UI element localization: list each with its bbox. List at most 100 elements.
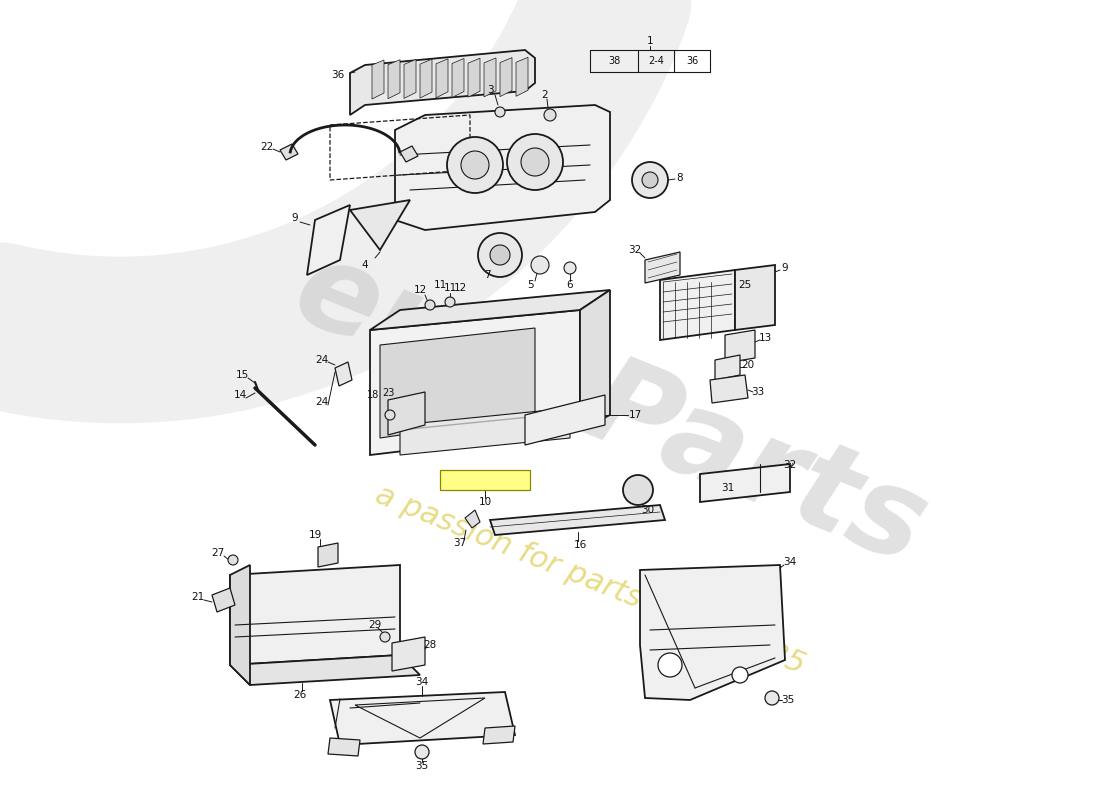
Polygon shape — [392, 637, 425, 671]
Text: 20: 20 — [741, 360, 755, 370]
Text: 27: 27 — [211, 548, 224, 558]
Text: 21: 21 — [191, 592, 205, 602]
Text: 28: 28 — [424, 640, 437, 650]
Text: 14: 14 — [233, 390, 246, 400]
Text: 37: 37 — [505, 475, 517, 485]
Polygon shape — [645, 252, 680, 283]
Circle shape — [490, 245, 510, 265]
Text: 12: 12 — [414, 285, 427, 295]
Polygon shape — [307, 205, 350, 275]
Text: 26: 26 — [294, 690, 307, 700]
Polygon shape — [452, 58, 464, 98]
Polygon shape — [372, 60, 384, 99]
Circle shape — [507, 134, 563, 190]
Text: 2: 2 — [541, 90, 548, 100]
Polygon shape — [379, 328, 535, 438]
Text: 34: 34 — [783, 557, 796, 567]
Text: 8: 8 — [676, 173, 683, 183]
Polygon shape — [525, 395, 605, 445]
Text: 16: 16 — [573, 540, 586, 550]
Circle shape — [564, 262, 576, 274]
Text: 4: 4 — [362, 260, 369, 270]
Polygon shape — [710, 375, 748, 403]
Circle shape — [495, 107, 505, 117]
Polygon shape — [640, 565, 785, 700]
Text: 1: 1 — [647, 36, 653, 46]
Polygon shape — [388, 392, 425, 435]
Text: 9: 9 — [292, 213, 298, 223]
Polygon shape — [660, 270, 735, 340]
Circle shape — [379, 632, 390, 642]
Polygon shape — [212, 588, 235, 612]
Text: 11: 11 — [443, 283, 456, 293]
Text: 32: 32 — [783, 460, 796, 470]
Polygon shape — [230, 565, 250, 685]
Text: 10: 10 — [478, 497, 492, 507]
Text: 34: 34 — [416, 677, 429, 687]
Polygon shape — [700, 464, 790, 502]
Text: 13: 13 — [758, 333, 771, 343]
Polygon shape — [370, 290, 610, 330]
Polygon shape — [735, 265, 776, 330]
Text: 23: 23 — [382, 388, 394, 398]
Text: 29: 29 — [368, 620, 382, 630]
Text: a passion for parts since 1985: a passion for parts since 1985 — [371, 480, 810, 680]
Text: 38: 38 — [608, 56, 620, 66]
Polygon shape — [400, 146, 418, 162]
Text: 2-4: 2-4 — [648, 56, 664, 66]
Text: 22: 22 — [261, 142, 274, 152]
Polygon shape — [436, 58, 448, 98]
Text: 15: 15 — [235, 370, 249, 380]
Text: 5: 5 — [527, 280, 534, 290]
Polygon shape — [465, 510, 480, 528]
Polygon shape — [404, 59, 416, 98]
Circle shape — [385, 410, 395, 420]
Polygon shape — [725, 330, 755, 363]
Text: 18: 18 — [367, 390, 380, 400]
Polygon shape — [483, 726, 515, 744]
Circle shape — [544, 109, 556, 121]
Text: 25: 25 — [738, 280, 751, 290]
Text: 37: 37 — [453, 538, 466, 548]
Polygon shape — [500, 58, 512, 97]
Text: 7: 7 — [484, 270, 491, 280]
Text: 19: 19 — [308, 530, 321, 540]
Polygon shape — [230, 655, 420, 685]
Polygon shape — [336, 362, 352, 386]
Text: 12: 12 — [453, 283, 466, 293]
Text: 33: 33 — [751, 387, 764, 397]
Text: 31: 31 — [722, 483, 735, 493]
Polygon shape — [490, 505, 666, 535]
Polygon shape — [400, 408, 570, 455]
Text: 17: 17 — [628, 410, 641, 420]
Circle shape — [521, 148, 549, 176]
Polygon shape — [350, 50, 535, 115]
Circle shape — [228, 555, 238, 565]
Polygon shape — [420, 59, 432, 98]
Polygon shape — [395, 105, 610, 230]
Circle shape — [732, 667, 748, 683]
Text: 24: 24 — [316, 355, 329, 365]
Polygon shape — [230, 565, 400, 665]
Text: 30: 30 — [641, 505, 654, 515]
Polygon shape — [328, 738, 360, 756]
Circle shape — [623, 475, 653, 505]
Text: 35: 35 — [781, 695, 794, 705]
Polygon shape — [370, 310, 580, 455]
Polygon shape — [715, 355, 740, 380]
Text: euroParts: euroParts — [277, 230, 943, 590]
Polygon shape — [318, 543, 338, 567]
Circle shape — [658, 653, 682, 677]
Circle shape — [632, 162, 668, 198]
Circle shape — [446, 297, 455, 307]
Circle shape — [531, 256, 549, 274]
Text: 9: 9 — [782, 263, 789, 273]
Text: 6: 6 — [566, 280, 573, 290]
Polygon shape — [388, 60, 400, 98]
Text: 24: 24 — [316, 397, 329, 407]
Polygon shape — [350, 200, 410, 250]
Text: 32: 32 — [628, 245, 641, 255]
Polygon shape — [280, 144, 298, 160]
Text: 36: 36 — [686, 56, 698, 66]
Text: 35: 35 — [416, 761, 429, 771]
